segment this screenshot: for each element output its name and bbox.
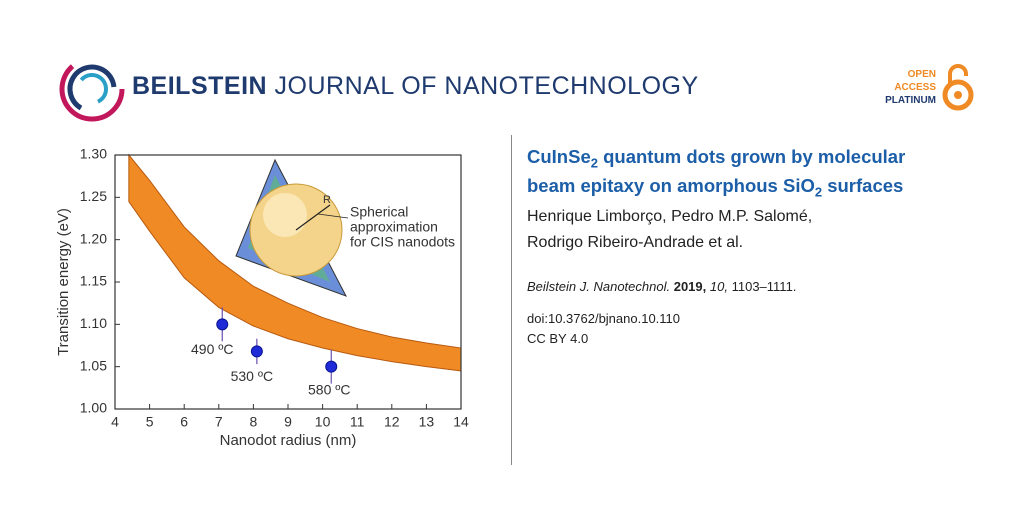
journal-rest: JOURNAL OF NANOTECHNOLOGY [274, 72, 699, 100]
x-tick-label: 5 [146, 414, 154, 430]
x-tick-label: 11 [350, 414, 365, 430]
citation: Beilstein J. Nanotechnol. 2019, 10, 1103… [527, 279, 796, 294]
badge-open: OPEN [907, 69, 936, 80]
divider [511, 135, 512, 465]
y-axis-label: Transition energy (eV) [55, 208, 72, 356]
data-point [250, 345, 263, 358]
citation-volume: 10, [709, 279, 728, 294]
x-tick-label: 13 [419, 414, 435, 430]
open-access-badge: OPEN ACCESS PLATINUM [868, 68, 936, 107]
x-tick-label: 10 [315, 414, 331, 430]
x-tick-label: 6 [180, 414, 188, 430]
y-tick-label: 1.25 [80, 188, 107, 204]
doi: doi:10.3762/bjnano.10.110 [527, 311, 681, 326]
author-line: Rodrigo Ribeiro-Andrade et al. [527, 234, 744, 251]
citation-pages: 1103–1111. [731, 279, 797, 294]
title-part: quantum dots grown by molecular [597, 146, 906, 167]
point-label: 490 ºC [191, 341, 233, 357]
y-tick-label: 1.20 [80, 230, 107, 246]
inset-illustration: R Spherical approximation for CIS nanodo… [235, 158, 455, 297]
badge-access: ACCESS [894, 82, 936, 93]
title-sub: 2 [590, 155, 598, 171]
x-tick-label: 8 [250, 414, 258, 430]
title-sub: 2 [814, 184, 823, 200]
annotation-line: Spherical [350, 204, 408, 220]
citation-journal: Beilstein J. Nanotechnol. [527, 279, 671, 294]
journal-bold: BEILSTEIN [132, 72, 268, 100]
title-part: beam epitaxy on amorphous SiO [527, 174, 815, 196]
x-tick-label: 12 [384, 414, 400, 430]
title-part: CuInSe [527, 146, 591, 167]
article-title: CuInSe2 quantum dots grown by molecular … [527, 146, 905, 203]
chart: R Spherical approximation for CIS nanodo… [55, 146, 469, 449]
y-tick-label: 1.15 [80, 273, 107, 289]
badge-platinum: PLATINUM [885, 95, 936, 106]
journal-name: BEILSTEIN JOURNAL OF NANOTECHNOLOGY [132, 72, 699, 101]
point-label: 530 ºC [231, 368, 273, 384]
inset-label: R [323, 194, 331, 206]
data-point [216, 318, 229, 331]
data-point [325, 360, 338, 373]
x-tick-label: 9 [284, 414, 292, 430]
author-line: Henrique Limborço, Pedro M.P. Salomé, [527, 208, 813, 225]
y-tick-label: 1.10 [80, 315, 107, 331]
x-tick-label: 14 [453, 414, 469, 430]
y-tick-label: 1.05 [80, 357, 107, 373]
y-tick-label: 1.30 [80, 146, 107, 162]
x-tick-label: 4 [111, 414, 119, 430]
y-tick-label: 1.00 [80, 400, 107, 416]
open-access-icon [942, 64, 974, 111]
point-label: 580 ºC [308, 381, 350, 397]
citation-year: 2019, [673, 279, 707, 294]
title-part: surfaces [822, 174, 904, 196]
license: CC BY 4.0 [527, 331, 589, 346]
authors: Henrique Limborço, Pedro M.P. Salomé, Ro… [527, 204, 812, 256]
annotation-line: approximation [350, 219, 438, 235]
annotation-line: for CIS nanodots [350, 234, 455, 250]
logo [59, 56, 125, 122]
x-tick-label: 7 [215, 414, 223, 430]
x-axis-label: Nanodot radius (nm) [220, 432, 357, 449]
